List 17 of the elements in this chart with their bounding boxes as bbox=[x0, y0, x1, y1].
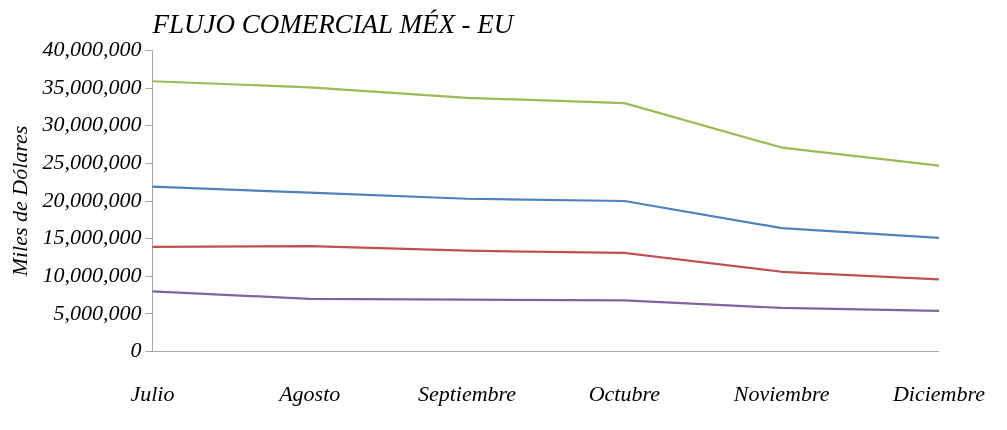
x-tick-label: Septiembre bbox=[417, 380, 517, 406]
x-tick-label: Octubre bbox=[588, 380, 661, 406]
y-tick-label: 20,000,000 bbox=[42, 186, 142, 212]
x-tick-label: Noviembre bbox=[732, 380, 830, 406]
y-tick-label: 30,000,000 bbox=[41, 111, 142, 137]
chart-title: FLUJO COMERCIAL MÉX - EU bbox=[151, 9, 515, 40]
x-tick-label: Agosto bbox=[277, 380, 341, 406]
y-tick-label: 5,000,000 bbox=[53, 299, 142, 325]
x-tick-label: Diciembre bbox=[891, 380, 986, 406]
x-tick-label: Julio bbox=[130, 380, 175, 406]
y-tick-label: 0 bbox=[130, 337, 142, 363]
y-axis-title: Miles de Dólares bbox=[6, 125, 32, 278]
y-tick-label: 10,000,000 bbox=[42, 262, 142, 288]
y-tick-label: 35,000,000 bbox=[41, 73, 142, 99]
y-tick-label: 25,000,000 bbox=[42, 149, 142, 175]
y-tick-label: 15,000,000 bbox=[42, 224, 142, 250]
y-tick-label: 40,000,000 bbox=[42, 36, 142, 62]
